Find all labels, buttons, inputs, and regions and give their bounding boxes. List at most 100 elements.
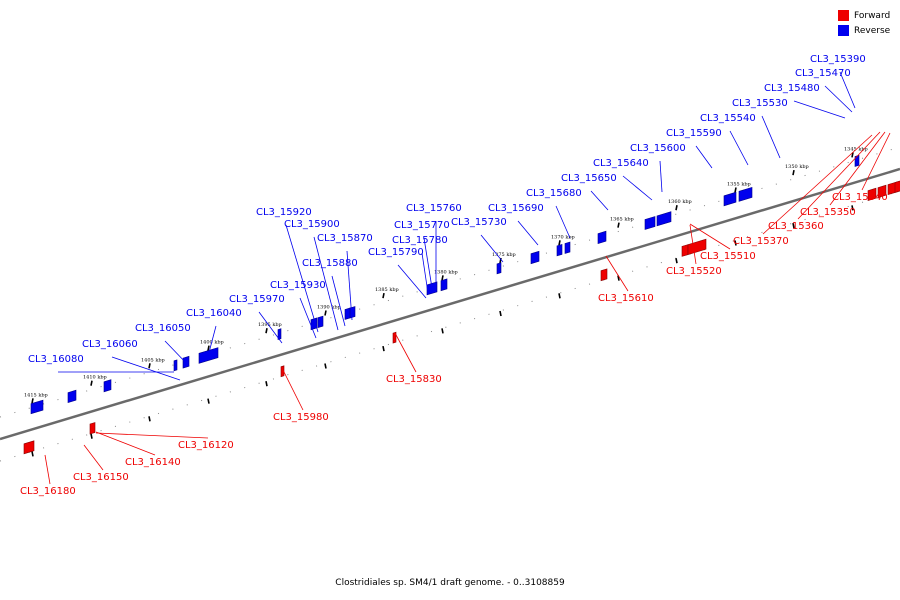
leader-reverse [285, 224, 319, 333]
kbp-tick [207, 345, 210, 351]
kbp-label: 1375 kbp [492, 252, 516, 258]
kbp-label: 1415 kbp [24, 392, 48, 398]
legend-reverse-label: Reverse [854, 25, 891, 36]
kbp-tick [675, 258, 678, 264]
gene-label-reverse: CL3_15470 [795, 68, 851, 79]
gene-r-11 [440, 278, 448, 292]
gene-f-0 [867, 187, 877, 202]
leader-reverse [111, 356, 181, 381]
gene-r-10 [426, 281, 438, 296]
leader-reverse [659, 160, 663, 193]
gene-label-reverse: CL3_15540 [700, 113, 756, 124]
kbp-tick [792, 222, 795, 229]
kbp-label: 1405 kbp [141, 357, 165, 363]
kbp-tick [792, 169, 795, 176]
gene-f-7 [392, 331, 397, 344]
leader-reverse [729, 130, 749, 166]
gene-label-forward: CL3_15830 [386, 374, 442, 385]
genome-caption: Clostridiales sp. SM4/1 draft genome. - … [335, 578, 565, 588]
leader-reverse [480, 234, 504, 263]
gene-label-forward: CL3_15520 [666, 266, 722, 277]
gene-label-reverse: CL3_15770 [394, 220, 450, 231]
leader-reverse [517, 220, 539, 246]
leader-reverse [839, 71, 856, 109]
gene-label-reverse: CL3_15650 [561, 173, 617, 184]
kbp-tick [148, 363, 151, 369]
gene-r-19 [173, 359, 178, 372]
kbp-tick [382, 292, 385, 299]
kbp-label: 1385 kbp [375, 287, 399, 293]
kbp-tick [734, 187, 737, 193]
gene-label-reverse: CL3_16050 [135, 323, 191, 334]
gene-r-3 [644, 216, 656, 230]
gene-label-reverse: CL3_15920 [256, 207, 312, 218]
kbp-tick [31, 451, 34, 457]
gene-label-forward: CL3_15340 [832, 192, 888, 203]
leader-forward [797, 131, 881, 220]
leader-reverse [313, 236, 339, 331]
gene-label-reverse: CL3_16040 [186, 308, 242, 319]
kbp-tick [734, 240, 737, 246]
leader-reverse [206, 325, 217, 361]
gene-label-reverse: CL3_15880 [302, 258, 358, 269]
gene-f-4 [681, 244, 689, 257]
kbp-label: 1410 kbp [83, 375, 107, 381]
leader-forward [394, 332, 417, 373]
kbp-tick [265, 328, 268, 334]
gene-label-forward: CL3_16180 [20, 486, 76, 497]
gene-f-5 [687, 238, 707, 256]
gene-label-reverse: CL3_16060 [82, 339, 138, 350]
gene-label-reverse: CL3_15780 [392, 235, 448, 246]
reverse-swatch [838, 25, 849, 36]
leader-reverse [331, 275, 346, 327]
gene-label-reverse: CL3_15590 [666, 128, 722, 139]
leader-forward [689, 224, 697, 265]
kbp-tick [617, 222, 620, 228]
kbp-label: 1390 kbp [317, 305, 341, 311]
leader-forward [282, 369, 304, 411]
gene-f-3 [894, 180, 900, 193]
gene-r-16 [277, 328, 282, 341]
leader-reverse [164, 340, 190, 367]
leader-forward [95, 432, 209, 439]
leader-reverse [622, 175, 653, 201]
kbp-tick [617, 275, 620, 281]
gene-label-reverse: CL3_15690 [488, 203, 544, 214]
gene-label-forward: CL3_15360 [768, 221, 824, 232]
gene-f-8 [280, 365, 285, 378]
forward-swatch [838, 10, 849, 21]
gene-f-6 [600, 268, 608, 282]
kbp-tick [324, 363, 327, 369]
gene-label-reverse: CL3_15680 [526, 188, 582, 199]
gene-label-reverse: CL3_15640 [593, 158, 649, 169]
kbp-tick [90, 433, 93, 439]
gene-r-1 [723, 191, 737, 207]
gene-r-2 [738, 186, 753, 202]
gene-f-9 [89, 422, 96, 435]
leader-reverse [421, 252, 429, 294]
kbp-label: 1395 kbp [258, 322, 282, 328]
reverse-track [0, 146, 900, 418]
gene-f-10 [23, 440, 35, 455]
leader-reverse [397, 264, 427, 299]
gene-label-forward: CL3_16140 [125, 457, 181, 468]
gene-label-reverse: CL3_15930 [270, 280, 326, 291]
gene-label-reverse: CL3_15530 [732, 98, 788, 109]
kbp-tick [148, 416, 151, 422]
gene-label-forward: CL3_15610 [598, 293, 654, 304]
legend-reverse[interactable]: Reverse [838, 23, 890, 38]
legend-forward[interactable]: Forward [838, 8, 890, 23]
gene-r-5 [597, 230, 607, 245]
leader-reverse [299, 297, 317, 339]
gene-label-reverse: CL3_15480 [764, 83, 820, 94]
gene-r-20 [103, 379, 112, 393]
gene-f-1 [877, 184, 887, 199]
kbp-tick [441, 275, 444, 281]
kbp-tick [499, 310, 502, 317]
kbp-tick [324, 310, 327, 316]
leader-reverse [346, 250, 353, 321]
gene-label-reverse: CL3_15760 [406, 203, 462, 214]
gene-r-17 [182, 355, 190, 369]
leader-forward [689, 223, 731, 250]
